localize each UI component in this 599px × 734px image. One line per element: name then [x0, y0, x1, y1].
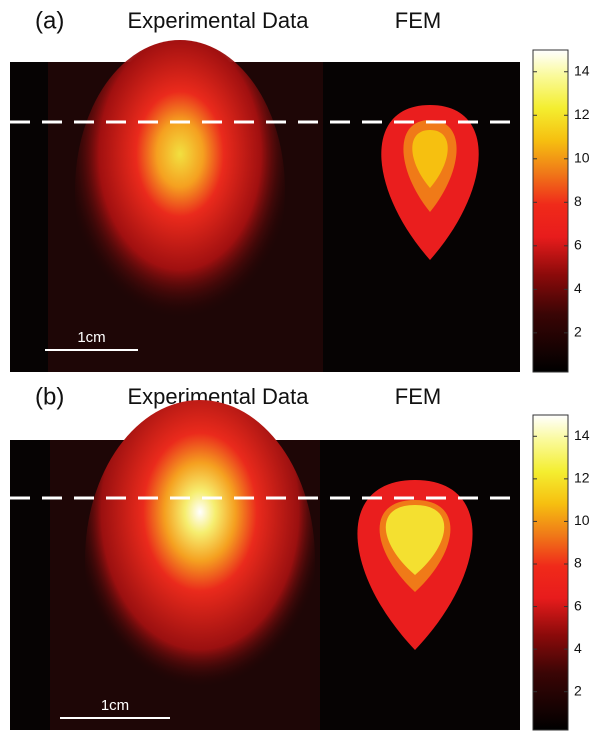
panel-label: (a) — [35, 7, 64, 34]
colorbar-tick-label: 4 — [574, 280, 582, 296]
colorbar-tick-label: 10 — [574, 512, 590, 528]
colorbar-tick-label: 6 — [574, 597, 582, 613]
colorbar-tick-label: 14 — [574, 62, 590, 78]
intensity-spot — [75, 40, 285, 340]
panel-label: (b) — [35, 383, 64, 410]
colorbar-tick-label: 2 — [574, 682, 582, 698]
scale-label: 1cm — [77, 329, 105, 346]
colorbar-tick-label: 8 — [574, 193, 582, 209]
panel-title: Experimental Data — [128, 8, 310, 33]
fem-inner — [385, 505, 445, 575]
colorbar-tick-label: 2 — [574, 324, 582, 340]
scale-label: 1cm — [101, 697, 129, 714]
panel-title: FEM — [395, 384, 441, 409]
panel-title: FEM — [395, 8, 441, 33]
colorbar-tick-label: 12 — [574, 106, 590, 122]
colorbar-tick-label: 8 — [574, 555, 582, 571]
fem-inner — [412, 130, 448, 188]
colorbar-tick-label: 4 — [574, 640, 582, 656]
intensity-spot — [85, 400, 315, 720]
colorbar-tick-label: 12 — [574, 470, 590, 486]
colorbar-tick-label: 10 — [574, 149, 590, 165]
colorbar — [532, 49, 569, 373]
colorbar-tick-label: 6 — [574, 237, 582, 253]
colorbar-tick-label: 14 — [574, 427, 590, 443]
colorbar — [532, 414, 569, 731]
